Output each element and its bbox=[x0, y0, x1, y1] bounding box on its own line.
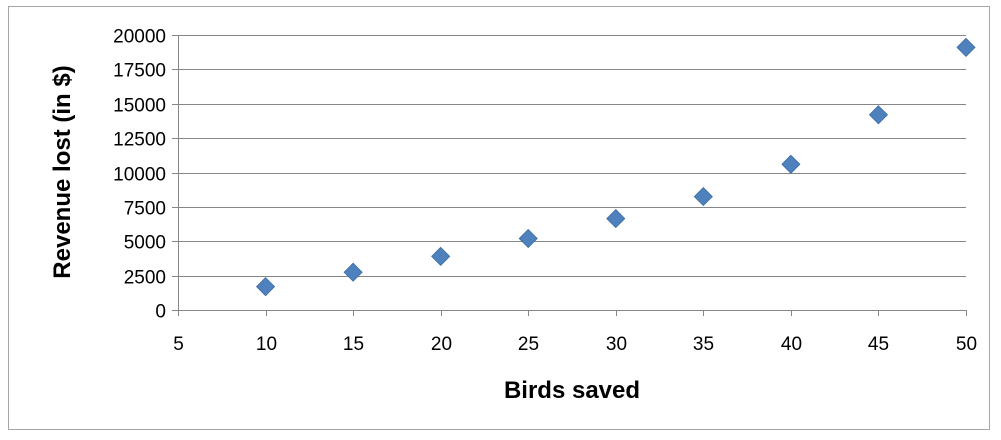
x-tick-label-50: 50 bbox=[956, 334, 977, 355]
y-tick-label-5000: 5000 bbox=[124, 233, 166, 254]
data-point-45 bbox=[868, 105, 889, 125]
y-tick-labels: 0 2500 5000 7500 10000 12500 15000 17500 20000 bbox=[113, 27, 166, 323]
x-tick-label-25: 25 bbox=[518, 334, 539, 355]
x-tick-label-20: 20 bbox=[431, 334, 452, 355]
data-point-40 bbox=[781, 154, 801, 174]
x-tick-label-45: 45 bbox=[868, 334, 889, 355]
data-point-15 bbox=[343, 262, 363, 282]
y-tick-label-15000: 15000 bbox=[113, 96, 166, 117]
data-point-30 bbox=[606, 208, 626, 229]
data-point-10 bbox=[255, 277, 276, 297]
x-tick-label-35: 35 bbox=[693, 334, 714, 355]
chart-frame bbox=[8, 6, 990, 430]
x-tick-label-10: 10 bbox=[256, 334, 277, 355]
y-tick-label-20000: 20000 bbox=[113, 27, 166, 48]
axis-layer bbox=[172, 35, 967, 316]
data-point-35 bbox=[693, 186, 713, 207]
data-point-20 bbox=[431, 246, 451, 266]
y-tick-label-10000: 10000 bbox=[113, 165, 166, 186]
y-axis-title: Revenue lost (in $) bbox=[49, 65, 76, 278]
data-points bbox=[255, 37, 976, 297]
y-tick-label-12500: 12500 bbox=[113, 130, 166, 151]
data-point-50 bbox=[956, 37, 976, 57]
data-point-25 bbox=[518, 228, 538, 249]
x-axis-title: Birds saved bbox=[504, 377, 640, 404]
y-tick-label-7500: 7500 bbox=[124, 199, 166, 220]
y-tick-label-17500: 17500 bbox=[113, 61, 166, 82]
x-tick-label-40: 40 bbox=[781, 334, 802, 355]
x-tick-label-15: 15 bbox=[343, 334, 364, 355]
x-tick-label-30: 30 bbox=[606, 334, 627, 355]
x-tick-label-5: 5 bbox=[173, 334, 184, 355]
x-tick-labels: 5 10 15 20 25 30 35 40 45 50 bbox=[173, 334, 977, 355]
y-tick-label-2500: 2500 bbox=[124, 268, 166, 289]
grid-layer bbox=[178, 35, 966, 277]
y-tick-label-0: 0 bbox=[155, 302, 166, 323]
